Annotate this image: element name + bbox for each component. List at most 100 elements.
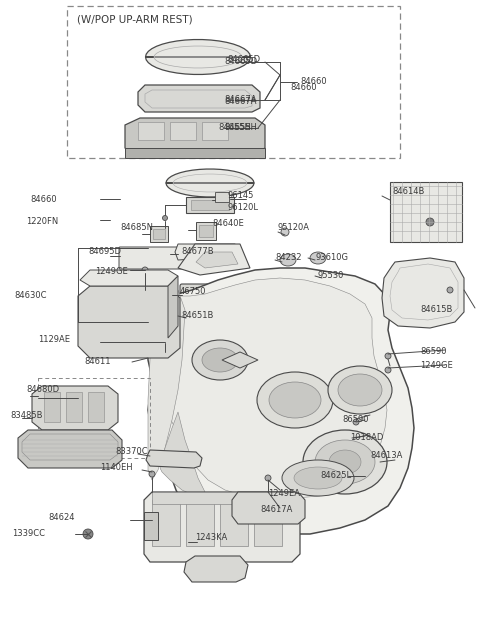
Polygon shape xyxy=(168,276,178,338)
Bar xyxy=(153,229,165,239)
FancyBboxPatch shape xyxy=(180,284,252,332)
Bar xyxy=(254,500,282,546)
Ellipse shape xyxy=(310,252,326,264)
Bar xyxy=(170,122,196,140)
Polygon shape xyxy=(222,352,258,368)
Text: 1249GE: 1249GE xyxy=(420,362,453,370)
Ellipse shape xyxy=(426,218,434,226)
Bar xyxy=(138,122,164,140)
Bar xyxy=(150,226,168,242)
Text: 46750: 46750 xyxy=(180,287,206,296)
Ellipse shape xyxy=(163,216,168,221)
Text: 84665D: 84665D xyxy=(224,57,257,67)
Ellipse shape xyxy=(385,367,391,373)
Polygon shape xyxy=(160,412,205,496)
Ellipse shape xyxy=(338,374,382,406)
Polygon shape xyxy=(152,278,387,498)
Text: 84614B: 84614B xyxy=(392,187,424,196)
Bar xyxy=(186,500,214,546)
Ellipse shape xyxy=(269,382,321,418)
Bar xyxy=(390,182,462,242)
Text: 95530: 95530 xyxy=(318,272,344,281)
Bar xyxy=(38,378,150,458)
Ellipse shape xyxy=(83,529,93,539)
Ellipse shape xyxy=(280,254,296,266)
Text: 84232: 84232 xyxy=(275,253,301,262)
Polygon shape xyxy=(18,430,122,468)
Text: 84660: 84660 xyxy=(290,84,317,92)
Ellipse shape xyxy=(328,366,392,414)
Polygon shape xyxy=(178,244,250,275)
Text: 84660: 84660 xyxy=(300,77,326,87)
Bar xyxy=(67,6,400,158)
Bar xyxy=(191,200,229,210)
Ellipse shape xyxy=(142,267,148,273)
Text: 84615B: 84615B xyxy=(420,306,452,314)
Text: 1018AD: 1018AD xyxy=(350,433,384,442)
Ellipse shape xyxy=(202,348,238,372)
Text: 96120L: 96120L xyxy=(228,204,259,213)
Text: 84660: 84660 xyxy=(30,194,57,204)
Polygon shape xyxy=(80,270,178,286)
Ellipse shape xyxy=(447,287,453,293)
Bar xyxy=(152,500,180,546)
Text: 84613A: 84613A xyxy=(370,452,402,460)
Text: 84640E: 84640E xyxy=(212,220,244,228)
Ellipse shape xyxy=(257,372,333,428)
Polygon shape xyxy=(382,258,464,328)
Ellipse shape xyxy=(192,340,248,380)
Polygon shape xyxy=(78,286,180,358)
Text: 84611: 84611 xyxy=(84,357,110,367)
Text: 84665D: 84665D xyxy=(227,55,260,65)
Bar xyxy=(186,197,234,213)
Text: 1129AE: 1129AE xyxy=(38,335,70,345)
Polygon shape xyxy=(138,85,260,112)
Text: 84630C: 84630C xyxy=(14,291,47,301)
Polygon shape xyxy=(146,450,202,468)
Text: (W/POP UP-ARM REST): (W/POP UP-ARM REST) xyxy=(77,15,192,25)
Bar xyxy=(88,392,104,422)
Text: 84617A: 84617A xyxy=(260,506,292,515)
Bar xyxy=(125,148,265,158)
Ellipse shape xyxy=(385,353,391,359)
Ellipse shape xyxy=(294,467,342,489)
Bar xyxy=(152,492,294,504)
Text: 1140EH: 1140EH xyxy=(100,464,132,472)
Text: 84695D: 84695D xyxy=(88,247,121,257)
Polygon shape xyxy=(125,118,265,155)
Text: 1249GE: 1249GE xyxy=(95,267,128,277)
Text: 84667A: 84667A xyxy=(224,97,256,106)
Text: 1249EA: 1249EA xyxy=(268,489,300,499)
Bar xyxy=(215,192,229,202)
Ellipse shape xyxy=(353,419,359,425)
Bar xyxy=(199,225,213,237)
FancyBboxPatch shape xyxy=(119,247,189,269)
Text: 1339CC: 1339CC xyxy=(12,530,45,538)
Bar xyxy=(44,392,60,422)
Text: 84624: 84624 xyxy=(48,513,74,523)
Text: 95120A: 95120A xyxy=(277,223,309,233)
Text: 83370C: 83370C xyxy=(115,447,148,457)
Text: 86590: 86590 xyxy=(342,416,369,425)
Polygon shape xyxy=(144,492,300,562)
Text: 96145: 96145 xyxy=(228,191,254,201)
Text: 84680D: 84680D xyxy=(26,386,59,394)
Text: 86590: 86590 xyxy=(420,347,446,357)
Bar xyxy=(202,122,228,140)
Bar xyxy=(144,512,158,540)
Ellipse shape xyxy=(303,430,387,494)
Text: 84685N: 84685N xyxy=(120,223,153,233)
Text: 84655H: 84655H xyxy=(224,123,257,133)
Polygon shape xyxy=(148,290,185,480)
Ellipse shape xyxy=(162,337,168,343)
Text: 84625L: 84625L xyxy=(320,472,351,481)
Polygon shape xyxy=(232,492,305,524)
Text: 83485B: 83485B xyxy=(10,411,43,421)
Polygon shape xyxy=(196,252,238,268)
Text: 1243KA: 1243KA xyxy=(195,533,227,542)
Ellipse shape xyxy=(265,475,271,481)
Polygon shape xyxy=(148,268,414,534)
Ellipse shape xyxy=(149,471,155,477)
Text: 84677B: 84677B xyxy=(181,247,214,257)
Bar xyxy=(66,392,82,422)
